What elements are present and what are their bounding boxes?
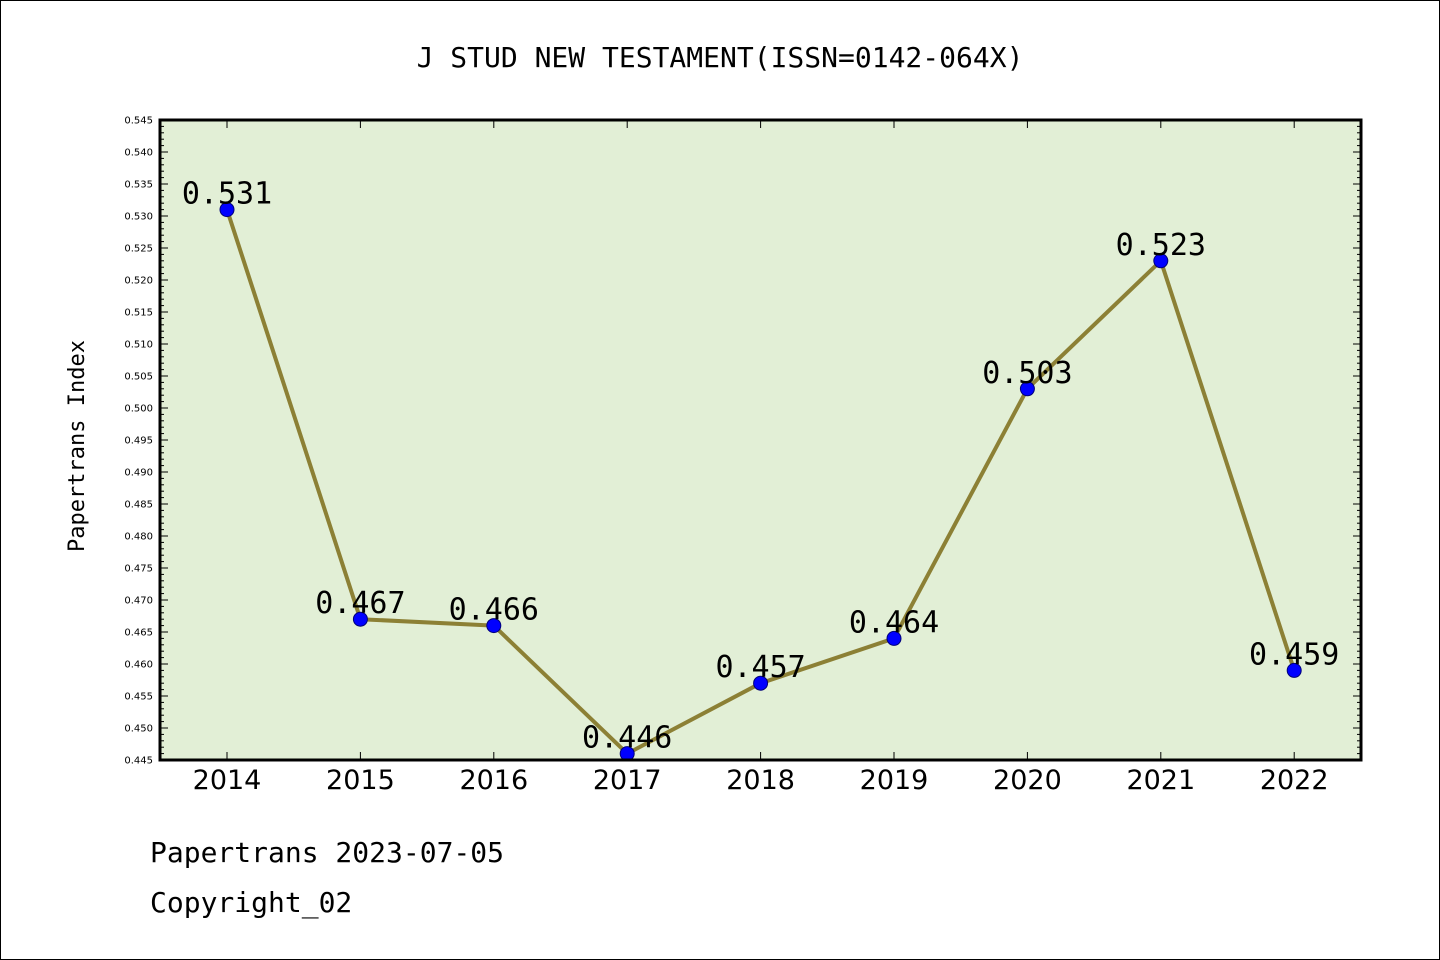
plot-area <box>160 120 1361 760</box>
y-tick-label: 0.495 <box>124 436 153 447</box>
data-label: 0.446 <box>582 721 672 756</box>
data-label: 0.503 <box>982 356 1072 391</box>
data-label: 0.531 <box>182 177 272 212</box>
x-tick-label: 2018 <box>726 765 795 796</box>
data-label: 0.459 <box>1249 637 1339 672</box>
x-tick-label: 2021 <box>1126 765 1195 796</box>
data-label: 0.464 <box>849 605 939 640</box>
y-tick-label: 0.535 <box>124 180 153 191</box>
y-tick-label: 0.445 <box>124 756 153 767</box>
data-label: 0.467 <box>315 586 405 621</box>
data-point <box>1019 381 1035 397</box>
y-axis-label: Papertrans Index <box>65 340 90 552</box>
x-tick-label: 2015 <box>326 765 395 796</box>
data-point <box>753 675 769 691</box>
y-tick-label: 0.485 <box>124 500 153 511</box>
y-tick-label: 0.505 <box>124 372 153 383</box>
data-point <box>486 618 502 634</box>
data-label: 0.523 <box>1116 228 1206 263</box>
x-tick-label: 2019 <box>860 765 929 796</box>
data-point <box>219 202 235 218</box>
y-tick-label: 0.460 <box>124 660 153 671</box>
y-tick-label: 0.525 <box>124 244 153 255</box>
y-tick-label: 0.470 <box>124 596 153 607</box>
x-tick-label: 2022 <box>1260 765 1329 796</box>
data-point <box>1286 662 1302 678</box>
y-tick-label: 0.510 <box>124 340 153 351</box>
y-tick-label: 0.455 <box>124 692 153 703</box>
y-tick-label: 0.450 <box>124 724 153 735</box>
data-labels: 0.531 0.467 0.466 0.446 0.457 0.464 0.503 0.523… <box>182 177 1340 756</box>
y-tick-label: 0.480 <box>124 532 153 543</box>
x-tick-label: 2020 <box>993 765 1062 796</box>
y-tick-label: 0.500 <box>124 404 153 415</box>
y-tick-label: 0.490 <box>124 468 153 479</box>
x-tick-label: 2017 <box>593 765 662 796</box>
y-tick-label: 0.465 <box>124 628 153 639</box>
y-tick-label: 0.540 <box>124 148 153 159</box>
footer-date: Papertrans 2023-07-05 <box>150 836 505 869</box>
x-tick-label: 2014 <box>193 765 262 796</box>
y-tick-label: 0.515 <box>124 308 153 319</box>
data-point <box>886 630 902 646</box>
footer-copyright: Copyright_02 <box>150 886 353 919</box>
series-markers <box>219 202 1302 762</box>
y-tick-label: 0.475 <box>124 564 153 575</box>
data-point <box>1153 253 1169 269</box>
y-tick-label: 0.545 <box>124 116 153 127</box>
data-label: 0.466 <box>449 593 539 628</box>
y-tick-label: 0.530 <box>124 212 153 223</box>
y-tick-label: 0.520 <box>124 276 153 287</box>
x-tick-label: 2016 <box>459 765 528 796</box>
x-axis: 2014 2015 2016 2017 2018 2019 2020 2021 2022 <box>193 120 1329 796</box>
chart-title: J STUD NEW TESTAMENT(ISSN=0142-064X) <box>417 41 1024 74</box>
plot-border <box>158 118 1363 762</box>
data-point <box>352 611 368 627</box>
data-label: 0.457 <box>715 650 805 685</box>
